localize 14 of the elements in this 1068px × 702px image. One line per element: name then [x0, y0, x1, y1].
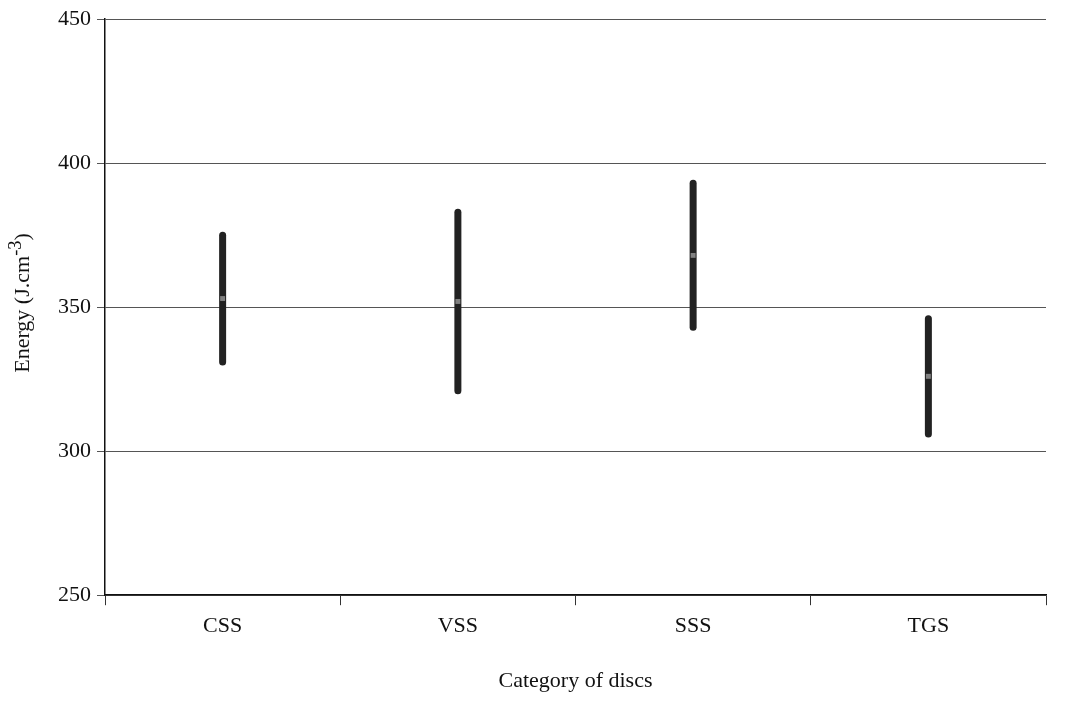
point [925, 373, 931, 379]
y-tick-label: 300 [58, 436, 91, 462]
x-tick-label: TGS [907, 612, 950, 638]
y-tick-label: 250 [58, 580, 91, 606]
y-tick-label: 450 [58, 4, 91, 30]
point [455, 298, 461, 304]
point [220, 296, 226, 302]
y-tick-label: 350 [58, 292, 91, 318]
x-axis-title: Category of discs [498, 666, 653, 692]
x-tick-label: SSS [674, 612, 712, 638]
x-tick-label: VSS [437, 612, 479, 638]
y-tick-label: 400 [58, 148, 91, 174]
x-tick-label: CSS [203, 612, 243, 638]
point [690, 252, 696, 258]
